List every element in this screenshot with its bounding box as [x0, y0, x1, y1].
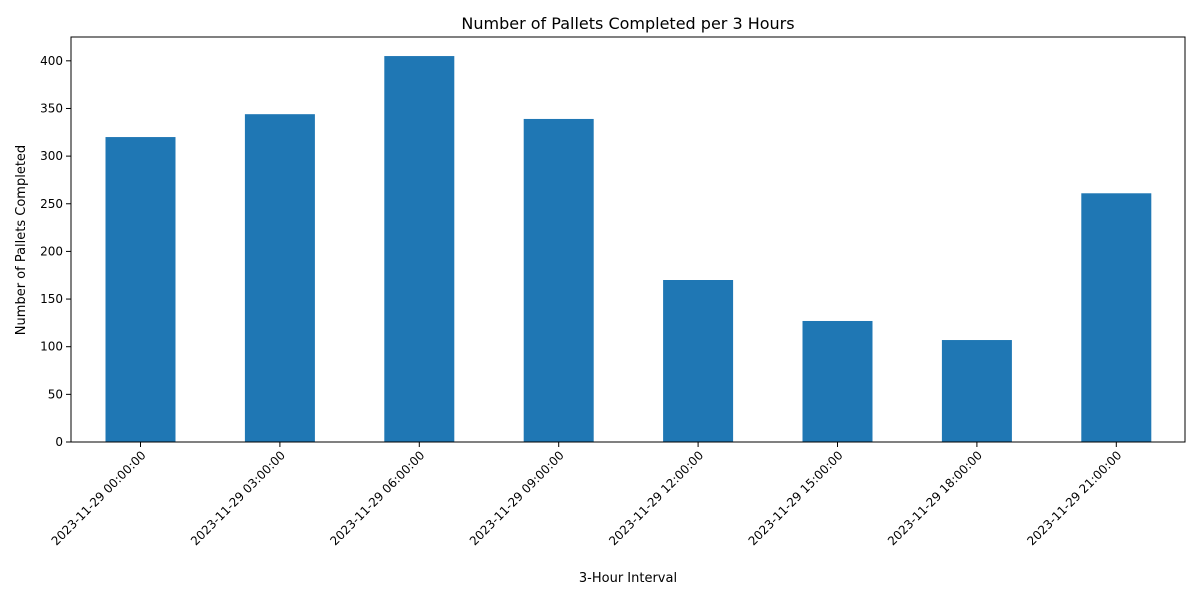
bar-5	[802, 320, 873, 442]
y-tick-label-6: 300	[40, 149, 63, 163]
bar-0	[105, 137, 176, 442]
y-tick-label-7: 350	[40, 101, 63, 115]
bar-3	[523, 118, 594, 442]
bar-2	[384, 56, 455, 442]
x-tick-label-5: 2023-11-29 15:00:00	[746, 448, 846, 548]
plot-frame	[70, 36, 1186, 443]
bar-6	[941, 340, 1012, 442]
y-tick-label-1: 50	[48, 387, 63, 401]
y-tick-label-3: 150	[40, 292, 63, 306]
x-axis-ticks: 2023-11-29 00:00:00 2023-11-29 03:00:00 20…	[49, 442, 1124, 548]
bars-group	[105, 56, 1152, 442]
x-tick-label-1: 2023-11-29 03:00:00	[188, 448, 288, 548]
x-tick-label-0: 2023-11-29 00:00:00	[49, 448, 149, 548]
x-tick-label-2: 2023-11-29 06:00:00	[327, 448, 427, 548]
x-tick-label-6: 2023-11-29 18:00:00	[885, 448, 985, 548]
x-axis-label: 3-Hour Interval	[579, 571, 677, 586]
x-tick-label-7: 2023-11-29 21:00:00	[1024, 448, 1124, 548]
y-axis-ticks: 0 50 100 150 200 250 300 350 400	[40, 54, 71, 449]
bar-1	[244, 114, 315, 442]
bar-7	[1081, 193, 1152, 442]
x-tick-label-3: 2023-11-29 09:00:00	[467, 448, 567, 548]
y-tick-label-2: 100	[40, 340, 63, 354]
y-tick-label-4: 200	[40, 244, 63, 258]
y-axis-label: Number of Pallets Completed	[14, 145, 29, 335]
chart-title: Number of Pallets Completed per 3 Hours	[461, 14, 794, 33]
y-tick-label-8: 400	[40, 54, 63, 68]
y-tick-label-0: 0	[55, 435, 63, 449]
bar-4	[663, 280, 734, 442]
x-tick-label-4: 2023-11-29 12:00:00	[606, 448, 706, 548]
y-tick-label-5: 250	[40, 197, 63, 211]
